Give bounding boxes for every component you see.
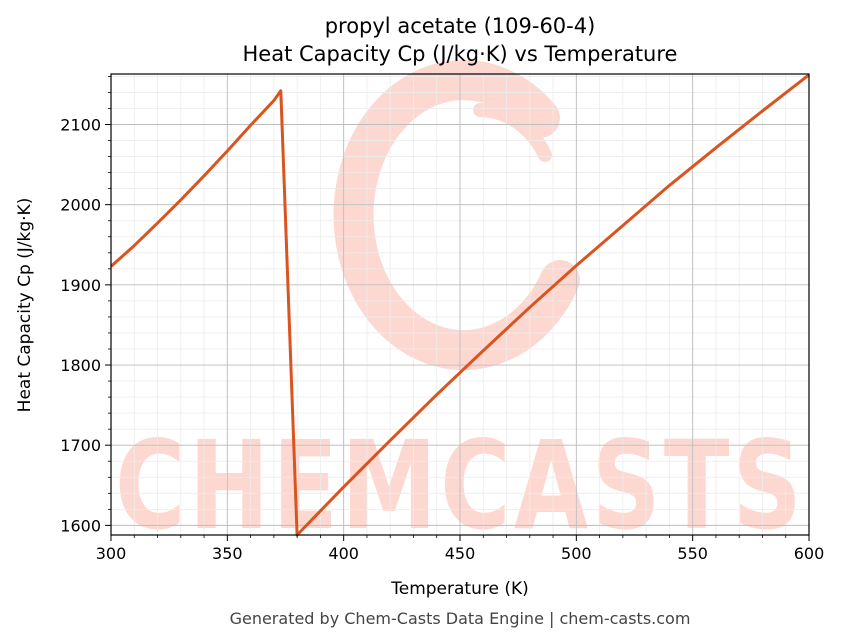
chemcasts-logo-icon (333, 60, 580, 371)
y-tick-label: 1800 (60, 356, 101, 375)
x-tick-label: 500 (561, 544, 592, 563)
watermark-text: CHEMCASTS (115, 415, 805, 557)
x-tick-label: 550 (677, 544, 708, 563)
x-tick-label: 350 (212, 544, 243, 563)
y-axis-label: Heat Capacity Cp (J/kg·K) (15, 198, 35, 413)
x-axis-label: Temperature (K) (390, 579, 529, 599)
x-tick-label: 600 (794, 544, 825, 563)
plot-line-group (110, 73, 810, 537)
x-tick-label: 450 (445, 544, 476, 563)
watermark: CHEMCASTS (115, 60, 805, 557)
footer-credit: Generated by Chem-Casts Data Engine | ch… (230, 609, 691, 628)
y-tick-label: 1600 (60, 516, 101, 535)
series-line (110, 73, 810, 537)
y-tick-label: 2000 (60, 196, 101, 215)
chart-subtitle: Heat Capacity Cp (J/kg·K) vs Temperature (243, 42, 678, 66)
y-tick-label: 1900 (60, 276, 101, 295)
y-axis-ticks: 1600 1700 1800 1900 2000 2100 (60, 76, 111, 535)
y-tick-label: 2100 (60, 116, 101, 135)
chart-title: propyl acetate (109-60-4) (325, 14, 596, 38)
x-tick-label: 300 (96, 544, 127, 563)
x-axis-ticks: 300 350 400 450 500 550 600 (96, 535, 825, 563)
x-tick-label: 400 (328, 544, 359, 563)
y-tick-label: 1700 (60, 436, 101, 455)
